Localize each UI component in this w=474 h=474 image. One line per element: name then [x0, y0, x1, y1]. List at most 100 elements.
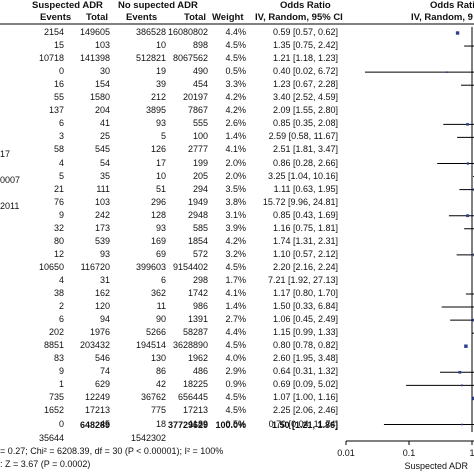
cell-suspected-events: 735 — [48, 392, 64, 403]
cell-no-suspected-events: 10 — [155, 170, 166, 181]
cell-no-suspected-total: 486 — [192, 366, 208, 377]
point-estimate — [472, 318, 474, 322]
cell-no-suspected-total: 1391 — [187, 314, 208, 325]
cell-suspected-total: 94 — [99, 314, 110, 325]
cell-odds-ratio-ci: 1.06 [0.45, 2.49] — [272, 314, 338, 325]
cell-odds-ratio-ci: 1.17 [0.80, 1.70] — [272, 288, 338, 298]
cell-suspected-total: 54 — [99, 157, 110, 168]
point-estimate — [446, 71, 448, 73]
cell-suspected-events: 2154 — [43, 27, 64, 37]
cell-no-suspected-total: 572 — [192, 248, 208, 259]
header-total-2: Total — [184, 12, 206, 23]
cell-suspected-events: 0 — [58, 418, 64, 429]
cell-suspected-total: 93 — [99, 248, 110, 259]
cell-suspected-events: 6 — [58, 118, 64, 129]
cell-no-suspected-events: 90 — [155, 314, 166, 325]
total-weight: 100.0% — [215, 420, 246, 430]
point-estimate — [466, 214, 469, 218]
cell-suspected-events: 4 — [58, 274, 64, 285]
cell-suspected-total: 629 — [94, 379, 110, 390]
cell-no-suspected-total: 1189 — [188, 418, 208, 429]
cell-no-suspected-events: 775 — [150, 405, 166, 416]
cell-suspected-total: 74 — [99, 366, 110, 377]
cell-weight: 0.9% — [225, 379, 246, 390]
cell-no-suspected-events: 5 — [160, 131, 166, 142]
total-no-suspected: 37729629 — [167, 420, 208, 430]
cell-weight: 2.7% — [225, 314, 246, 325]
cell-odds-ratio-ci: 1.23 [0.67, 2.28] — [272, 79, 338, 90]
cell-odds-ratio-ci: 2.60 [1.95, 3.48] — [272, 353, 338, 364]
point-estimate — [466, 162, 470, 165]
cell-suspected-total: 1976 — [89, 327, 110, 338]
cell-suspected-events: 80 — [53, 235, 64, 246]
cell-suspected-total: 35 — [99, 170, 110, 181]
cell-odds-ratio-ci: 3.25 [1.04, 10.16] — [267, 170, 338, 181]
cell-weight: 4.5% — [225, 40, 246, 51]
cell-suspected-events: 8851 — [43, 340, 64, 351]
header-events-2: Events — [126, 12, 158, 23]
x-tick-label: 1 — [469, 448, 474, 458]
cell-no-suspected-events: 39 — [155, 79, 166, 90]
header-method-plot: IV, Random, 9 — [411, 12, 473, 23]
point-estimate — [458, 370, 462, 374]
header-no-suspected-adr: No supected ADR — [118, 0, 198, 11]
x-tick-label: 0.01 — [337, 448, 355, 458]
study-name-fragment: 2011 — [0, 201, 20, 211]
cell-no-suspected-total: 1949 — [187, 196, 208, 207]
cell-suspected-total: 116720 — [80, 261, 110, 272]
cell-weight: 4.5% — [225, 405, 246, 416]
cell-suspected-total: 25 — [99, 131, 110, 142]
cell-odds-ratio-ci: 0.85 [0.43, 1.69] — [272, 209, 338, 220]
cell-no-suspected-total: 2777 — [187, 144, 208, 155]
cell-suspected-events: 58 — [53, 144, 64, 155]
cell-no-suspected-events: 212 — [150, 92, 166, 103]
header-events-1: Events — [40, 12, 72, 23]
cell-suspected-events: 10650 — [38, 261, 64, 272]
cell-weight: 1.7% — [225, 274, 246, 285]
cell-suspected-events: 21 — [53, 183, 64, 194]
cell-odds-ratio-ci: 2.59 [0.58, 11.67] — [268, 131, 338, 142]
header-method: IV, Random, 95% CI — [255, 12, 343, 23]
cell-odds-ratio-ci: 1.10 [0.57, 2.12] — [272, 248, 338, 259]
cell-odds-ratio-ci: 15.72 [9.96, 24.81] — [262, 196, 338, 207]
cell-weight: 4.5% — [225, 392, 246, 403]
cell-suspected-total: 111 — [96, 183, 110, 194]
cell-weight: 4.1% — [225, 288, 246, 298]
cell-weight: 2.0% — [225, 170, 246, 181]
cell-no-suspected-events: 42 — [155, 379, 166, 390]
cell-odds-ratio-ci: 1.11 [0.63, 1.95] — [273, 183, 338, 194]
cell-no-suspected-events: 17 — [155, 157, 166, 168]
cell-no-suspected-total: 298 — [192, 274, 208, 285]
cell-no-suspected-events: 93 — [155, 222, 166, 233]
cell-no-suspected-total: 2948 — [187, 209, 208, 220]
cell-weight: 4.4% — [225, 327, 246, 338]
cell-no-suspected-events: 11 — [156, 301, 166, 312]
cell-suspected-total: 30 — [99, 66, 110, 77]
cell-no-suspected-events: 10 — [155, 40, 166, 51]
cell-weight: 2.9% — [225, 366, 246, 377]
total-events-suspected: 35644 — [38, 433, 64, 443]
cell-no-suspected-total: 9154402 — [172, 261, 208, 272]
cell-odds-ratio-ci: 0.59 [0.57, 0.62] — [272, 27, 338, 37]
cell-no-suspected-events: 169 — [150, 235, 166, 246]
cell-no-suspected-total: 1962 — [187, 353, 208, 364]
cell-suspected-total: 545 — [94, 144, 110, 155]
cell-weight: 4.4% — [225, 27, 246, 37]
cell-no-suspected-events: 3895 — [145, 105, 166, 116]
cell-no-suspected-events: 512821 — [135, 53, 166, 64]
cell-weight: 4.5% — [225, 53, 246, 64]
cell-suspected-events: 202 — [48, 327, 64, 338]
cell-no-suspected-total: 58287 — [182, 327, 208, 338]
cell-odds-ratio-ci: 7.21 [1.92, 27.13] — [267, 274, 338, 285]
header-suspected-adr: Suspected ADR — [32, 0, 103, 11]
cell-no-suspected-events: 126 — [150, 144, 166, 155]
cell-weight: 3.3% — [225, 79, 246, 90]
total-suspected: 648289 — [79, 420, 110, 430]
cell-suspected-total: 141398 — [79, 53, 110, 64]
cell-suspected-events: 1 — [58, 379, 64, 390]
point-estimate — [461, 423, 464, 426]
header-odds-ratio: Odds Ratio — [280, 0, 331, 11]
cell-no-suspected-events: 86 — [155, 366, 166, 377]
cell-no-suspected-total: 100 — [192, 131, 208, 142]
